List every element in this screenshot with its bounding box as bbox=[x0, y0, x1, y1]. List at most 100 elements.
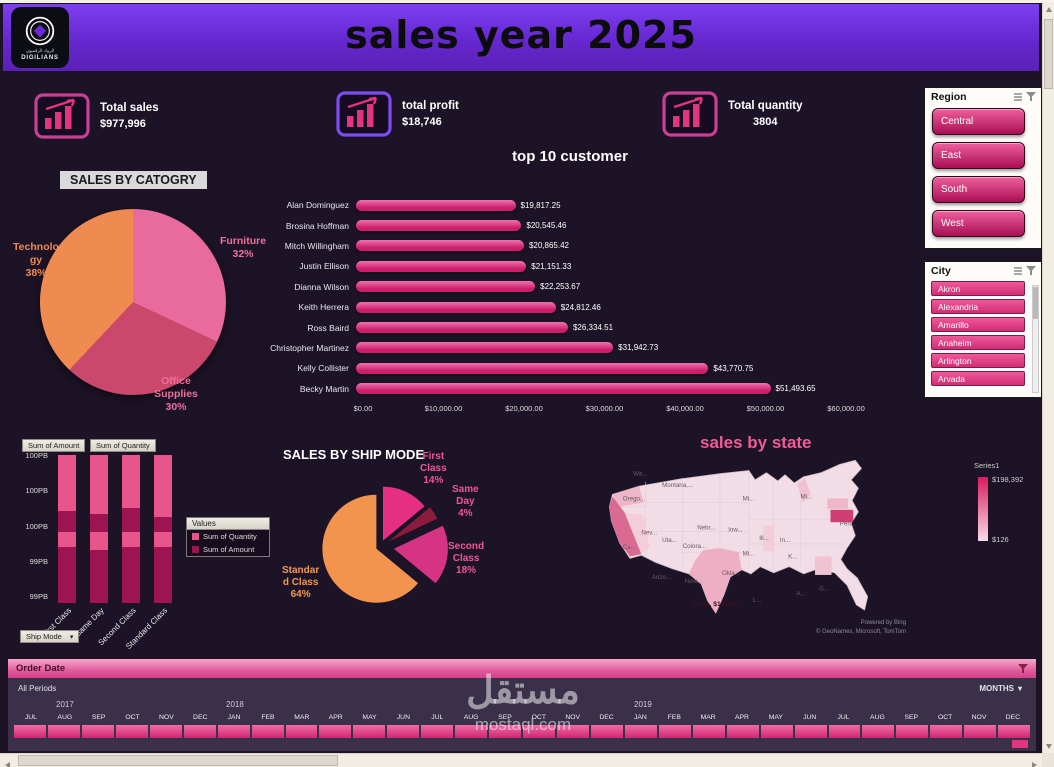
region-option[interactable]: Central bbox=[932, 108, 1025, 135]
timeline-selection-block[interactable] bbox=[557, 725, 589, 738]
timeline-selection-block[interactable] bbox=[930, 725, 963, 738]
state-texas[interactable] bbox=[688, 548, 742, 614]
stacked-column[interactable] bbox=[90, 455, 108, 603]
ship-mode-pie-chart bbox=[322, 486, 448, 603]
sum-of-amount-button[interactable]: Sum of Amount bbox=[22, 439, 86, 452]
timeline-selection-block[interactable] bbox=[353, 725, 386, 738]
kpi-value: 3804 bbox=[753, 116, 778, 128]
region-option[interactable]: East bbox=[932, 142, 1025, 169]
bar[interactable] bbox=[356, 301, 556, 313]
timeline-selection-block[interactable] bbox=[828, 725, 861, 738]
scroll-down-arrow[interactable] bbox=[1046, 744, 1052, 749]
bar[interactable] bbox=[356, 240, 524, 252]
legend-items: Sum of Quantity Sum of Amount bbox=[187, 530, 269, 556]
state-illinois[interactable] bbox=[763, 525, 774, 552]
timeline-month-label: OCT bbox=[125, 714, 140, 721]
timeline-selection-block[interactable] bbox=[692, 725, 725, 738]
vertical-scrollbar[interactable] bbox=[1042, 3, 1054, 753]
scroll-up-arrow[interactable] bbox=[1045, 7, 1052, 12]
legend-header[interactable]: Values bbox=[187, 518, 269, 530]
timeline-selection-block[interactable] bbox=[896, 725, 929, 738]
state-pennsylvania[interactable] bbox=[830, 509, 854, 523]
timeline-selection-block[interactable] bbox=[251, 725, 284, 738]
stacked-column[interactable] bbox=[122, 455, 140, 603]
state-california[interactable] bbox=[609, 496, 642, 557]
scroll-right-arrow[interactable] bbox=[1032, 762, 1037, 767]
bar[interactable] bbox=[356, 260, 527, 272]
state-michigan[interactable] bbox=[797, 477, 811, 503]
bar[interactable] bbox=[356, 220, 522, 232]
timeline-selection-block[interactable] bbox=[421, 725, 454, 738]
timeline-granularity-dropdown[interactable]: MONTHS bbox=[979, 684, 1022, 693]
bar[interactable] bbox=[356, 199, 516, 211]
pie-slice-first-class[interactable] bbox=[382, 486, 425, 541]
state-new-york[interactable] bbox=[827, 498, 849, 509]
bar[interactable] bbox=[356, 322, 568, 334]
timeline-selection-block[interactable] bbox=[523, 725, 555, 738]
timeline-selection-block[interactable] bbox=[862, 725, 895, 738]
pie-slice-same-day[interactable] bbox=[388, 507, 438, 542]
timeline-selection-block[interactable] bbox=[658, 725, 691, 738]
timeline-selection-block[interactable] bbox=[217, 725, 250, 738]
sum-of-quantity-button[interactable]: Sum of Quantity bbox=[90, 439, 156, 452]
timeline-selection-block[interactable] bbox=[81, 725, 114, 738]
timeline-selection-block[interactable] bbox=[794, 725, 827, 738]
city-option[interactable]: Amarillo bbox=[931, 317, 1025, 332]
bar[interactable] bbox=[356, 383, 771, 395]
category-pie-chart[interactable] bbox=[40, 209, 226, 395]
timeline-selection-block[interactable] bbox=[115, 725, 148, 738]
timeline-selection-block[interactable] bbox=[489, 725, 522, 738]
timeline-selection-block[interactable] bbox=[590, 725, 623, 738]
timeline-selection-block[interactable] bbox=[149, 725, 182, 738]
region-option[interactable]: West bbox=[932, 210, 1025, 237]
timeline-selection-block[interactable] bbox=[319, 725, 352, 738]
timeline-selection-block[interactable] bbox=[726, 725, 759, 738]
map-legend-max: $198,392 bbox=[992, 475, 1024, 484]
city-option[interactable]: Anaheim bbox=[931, 335, 1025, 350]
state-georgia[interactable] bbox=[815, 556, 832, 575]
bar-row: Becky Martin $51,493.65 bbox=[268, 379, 868, 399]
city-scrollbar-thumb[interactable] bbox=[1033, 287, 1038, 319]
filter-icon[interactable] bbox=[1026, 92, 1036, 102]
ship-mode-field-button[interactable]: Ship Mode bbox=[20, 630, 80, 643]
bar[interactable] bbox=[356, 281, 536, 293]
stacked-column[interactable] bbox=[154, 455, 172, 603]
timeline-selection-block[interactable] bbox=[998, 725, 1031, 738]
stacked-column[interactable] bbox=[58, 455, 76, 603]
horizontal-scrollbar[interactable] bbox=[0, 753, 1042, 767]
timeline-selection-block[interactable] bbox=[183, 725, 216, 738]
timeline-filter-icon[interactable] bbox=[1018, 663, 1028, 674]
timeline-selection-block[interactable] bbox=[14, 725, 46, 738]
us-choropleth-map[interactable]: Wa... Montana,... Orego... Nev... Uta... Ca..… bbox=[598, 453, 908, 639]
city-option[interactable]: Arvada bbox=[931, 371, 1025, 386]
city-option[interactable]: Arlington bbox=[931, 353, 1025, 368]
timeline-selection-block[interactable] bbox=[964, 725, 997, 738]
timeline-selection-block[interactable] bbox=[760, 725, 793, 738]
axis-tick-label: $20,000.00 bbox=[505, 404, 543, 413]
timeline-selection-block[interactable] bbox=[285, 725, 318, 738]
timeline-selection-block[interactable] bbox=[624, 725, 657, 738]
legend-item[interactable]: Sum of Amount bbox=[187, 543, 269, 556]
legend-item[interactable]: Sum of Quantity bbox=[187, 530, 269, 543]
state-washington[interactable] bbox=[612, 486, 644, 507]
timeline-selection-block[interactable] bbox=[387, 725, 420, 738]
city-option[interactable]: Akron bbox=[931, 281, 1025, 296]
vertical-scrollbar-thumb[interactable] bbox=[1044, 19, 1053, 89]
scroll-left-arrow[interactable] bbox=[5, 762, 10, 767]
bar[interactable] bbox=[356, 362, 709, 374]
timeline-selection-block[interactable] bbox=[455, 725, 488, 738]
filter-icon[interactable] bbox=[1026, 266, 1036, 276]
multi-select-icon[interactable] bbox=[1013, 266, 1023, 276]
city-scrollbar[interactable] bbox=[1032, 285, 1039, 393]
pie-slice-second-class[interactable] bbox=[393, 525, 448, 584]
state-nevada[interactable] bbox=[624, 512, 650, 553]
state-label: Mi... bbox=[743, 496, 755, 503]
bar[interactable] bbox=[356, 342, 614, 354]
city-option[interactable]: Alexandria bbox=[931, 299, 1025, 314]
region-option[interactable]: South bbox=[932, 176, 1025, 203]
horizontal-scrollbar-thumb[interactable] bbox=[18, 755, 338, 766]
timeline-selection-block[interactable] bbox=[47, 725, 80, 738]
timeline-right-handle[interactable] bbox=[1012, 740, 1028, 748]
pie-slice-standard-class[interactable] bbox=[322, 494, 418, 603]
multi-select-icon[interactable] bbox=[1013, 92, 1023, 102]
